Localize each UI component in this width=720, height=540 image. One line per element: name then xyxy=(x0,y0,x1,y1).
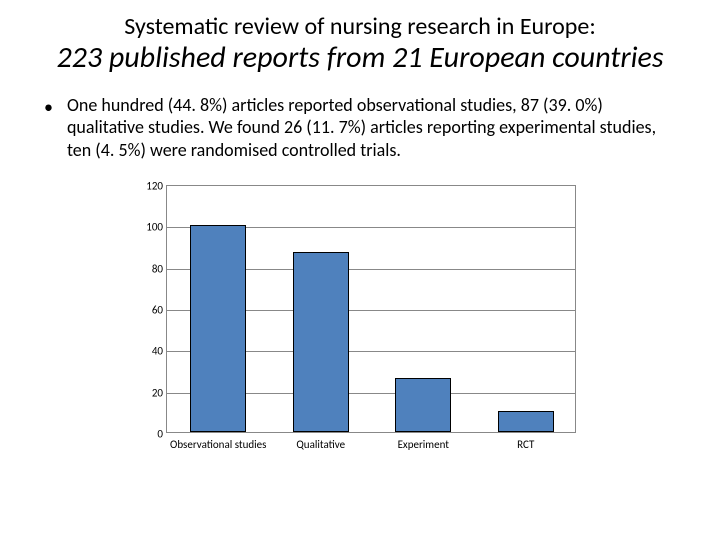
bar xyxy=(498,411,554,432)
bullet-marker: • xyxy=(44,96,53,119)
y-tick-label: 40 xyxy=(133,345,163,358)
title-line2: 223 published reports from 21 European c… xyxy=(20,41,700,76)
bullet-text: One hundred (44. 8%) articles reported o… xyxy=(67,94,668,162)
x-tick-label: Observational studies xyxy=(170,438,266,451)
bar-chart: 0 20 40 60 80 100 120 Observational studies Qual… xyxy=(130,181,590,466)
y-tick-label: 120 xyxy=(133,180,163,193)
bar xyxy=(293,252,349,432)
slide: Systematic review of nursing research in… xyxy=(0,0,720,540)
title-block: Systematic review of nursing research in… xyxy=(20,12,700,76)
y-tick-label: 0 xyxy=(133,428,163,441)
bullet-item: • One hundred (44. 8%) articles reported… xyxy=(20,94,700,162)
y-tick-label: 100 xyxy=(133,221,163,234)
y-tick-label: 20 xyxy=(133,386,163,399)
x-tick-label: Experiment xyxy=(398,438,449,451)
y-tick-label: 60 xyxy=(133,304,163,317)
title-line1: Systematic review of nursing research in… xyxy=(20,12,700,41)
y-tick-label: 80 xyxy=(133,262,163,275)
bar xyxy=(395,378,451,432)
x-tick-label: RCT xyxy=(517,438,534,451)
bar xyxy=(190,225,246,432)
plot-area: 020406080100120Observational studiesQual… xyxy=(166,185,576,433)
x-tick-label: Qualitative xyxy=(296,438,345,451)
